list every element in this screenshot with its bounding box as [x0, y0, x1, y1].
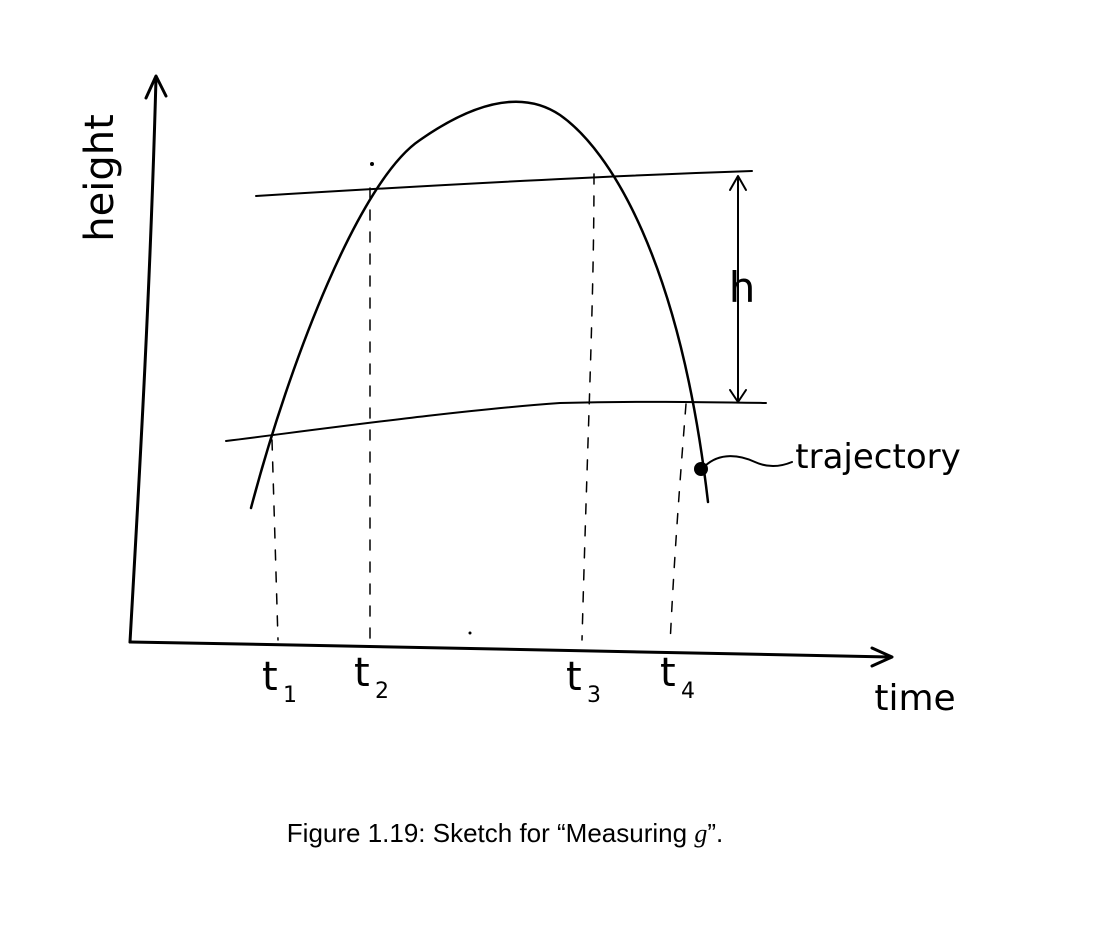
height-label: h: [729, 263, 756, 312]
caption-prefix: Figure 1.19: Sketch for “Measuring: [286, 818, 695, 848]
time-label-t4-subscript: 4: [681, 679, 695, 704]
time-label-t4: t 4: [660, 650, 695, 704]
upper-height-line: [255, 170, 753, 197]
time-label-t4-name: t: [660, 650, 676, 696]
sketch-dot: [370, 162, 374, 166]
caption-suffix: ”.: [707, 818, 724, 848]
x-axis-label: time: [874, 678, 955, 719]
x-axis-arrowhead: [870, 646, 894, 668]
trajectory-label: trajectory: [795, 437, 960, 477]
trajectory-curve: [249, 100, 710, 510]
time-label-t3-name: t: [566, 654, 582, 700]
y-axis-label: height: [77, 114, 123, 242]
time-label-t3-subscript: 3: [587, 683, 601, 708]
h-arrow-bottom-head: [729, 389, 747, 403]
time-label-t2: t 2: [354, 650, 389, 704]
trajectory-leader: [704, 455, 793, 468]
figure-caption: Figure 1.19: Sketch for “Measuring g”.: [0, 818, 1010, 849]
time-label-t2-name: t: [354, 650, 370, 696]
caption-variable: g: [694, 819, 708, 848]
y-axis: [128, 76, 158, 644]
dashed-line-t1: [271, 439, 279, 641]
time-label-t3: t 3: [566, 654, 601, 708]
y-axis-arrowhead: [144, 74, 168, 100]
h-arrow-top-head: [729, 175, 747, 191]
time-label-t1: t 1: [262, 654, 297, 708]
lower-height-line: [225, 400, 767, 442]
time-label-t1-name: t: [262, 654, 278, 700]
dashed-line-t3: [581, 173, 595, 641]
time-label-t1-subscript: 1: [283, 683, 297, 708]
x-axis: [128, 640, 892, 659]
dashed-line-t4: [669, 403, 687, 646]
time-label-t2-subscript: 2: [375, 679, 389, 704]
sketch-dot: [468, 631, 472, 635]
